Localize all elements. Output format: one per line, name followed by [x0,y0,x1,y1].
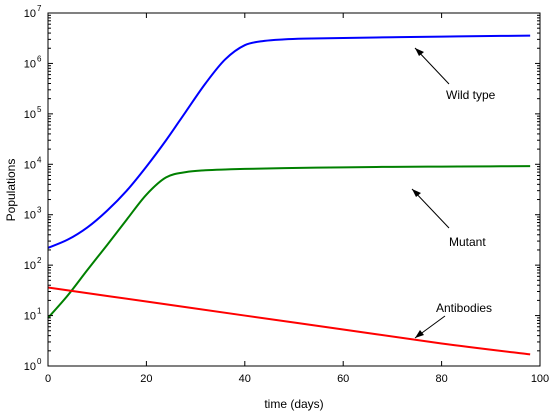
y-tick-label: 10 [24,260,36,272]
arrow-mutant [411,188,450,229]
x-tick-label: 0 [45,373,51,385]
y-tick-exponent: 7 [37,4,42,13]
series-line-wild-type [47,34,531,249]
x-axis-label: time (days) [264,397,323,411]
y-tick-label: 10 [24,58,36,70]
y-tick-exponent: 1 [37,307,42,316]
annotation-mutant: Mutant [449,235,486,249]
annotation-layer: Wild type Mutant Antibodies [411,47,496,339]
y-tick-label: 10 [24,159,36,171]
annotation-wild-type: Wild type [446,88,496,102]
series-line-mutant [47,165,531,319]
series-line-antibodies [47,286,531,356]
x-tick-label: 40 [239,373,251,385]
x-tick-label: 20 [140,373,152,385]
x-tick-label: 80 [435,373,447,385]
x-tick-label: 100 [531,373,549,385]
series-layer [47,34,531,356]
y-axis-label: Populations [4,159,18,222]
arrow-antibodies [414,315,446,339]
plot-frame [47,12,541,367]
y-tick-label: 10 [24,311,36,323]
y-tick-exponent: 2 [37,256,42,265]
y-tick-exponent: 3 [37,206,42,215]
y-tick-label: 10 [24,361,36,373]
y-tick-exponent: 6 [37,54,42,63]
y-tick-exponent: 4 [37,155,42,164]
y-tick-exponent: 5 [37,105,42,114]
annotation-antibodies: Antibodies [436,301,492,315]
arrow-wild-type [414,47,450,85]
y-tick-label: 10 [24,210,36,222]
y-tick-label: 10 [24,8,36,20]
y-tick-label: 10 [24,109,36,121]
x-tick-label: 60 [337,373,349,385]
y-tick-exponent: 0 [37,357,42,366]
